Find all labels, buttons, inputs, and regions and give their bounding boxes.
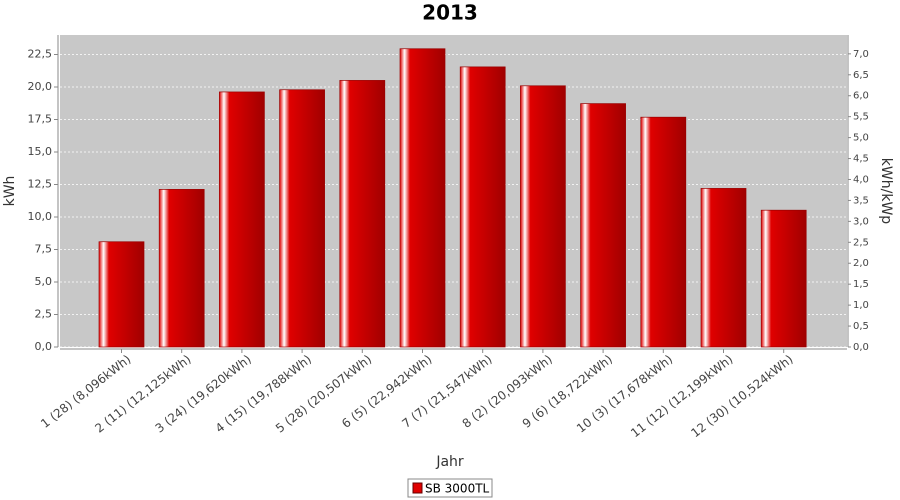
y-tick-label: 12,5 [28, 178, 53, 191]
x-tick-label: 12 (30) (10,524kWh) [688, 352, 795, 440]
bar [760, 209, 807, 348]
legend-box [407, 478, 493, 498]
legend-swatch [412, 482, 423, 494]
y-tick-label: 0,0 [35, 340, 53, 353]
y-axis-title: kWh [2, 176, 18, 207]
x-tick-label: 11 (12) (12,199kWh) [628, 352, 735, 440]
y-tick-label: 7,5 [35, 243, 53, 256]
y2-tick-label: 4,5 [853, 154, 869, 165]
y2-tick-label: 3,5 [853, 195, 869, 206]
bar [700, 188, 747, 348]
y2-axis-title: kWh/kWp [878, 158, 894, 224]
bar [279, 89, 325, 348]
y2-tick-label: 4,0 [853, 174, 869, 185]
bar [98, 241, 145, 348]
y2-tick-label: 6,5 [853, 70, 869, 81]
legend-label: SB 3000TL [425, 482, 490, 496]
y2-tick-label: 1,0 [853, 300, 869, 311]
bar [640, 116, 687, 348]
y2-tick-label: 3,0 [853, 216, 869, 227]
bar [158, 189, 205, 348]
y2-tick-label: 5,0 [853, 133, 869, 144]
bar [580, 103, 626, 348]
y2-tick-label: 2,5 [853, 237, 869, 248]
y2-tick-label: 1,5 [853, 279, 869, 290]
bar [219, 91, 265, 348]
y2-tick-label: 7,0 [853, 49, 869, 60]
bar [339, 80, 386, 348]
y2-tick-label: 6,0 [853, 91, 869, 102]
bar [520, 85, 566, 348]
y-tick-label: 17,5 [28, 113, 53, 126]
bar [399, 48, 446, 348]
x-axis-title: Jahr [435, 454, 464, 470]
y-tick-label: 20,0 [28, 80, 53, 93]
y-tick-label: 15,0 [28, 145, 53, 158]
bar [459, 66, 506, 348]
y-tick-label: 10,0 [28, 210, 53, 223]
y2-tick-label: 2,0 [853, 258, 869, 269]
y-tick-label: 2,5 [35, 308, 53, 321]
y-tick-label: 5,0 [35, 275, 53, 288]
y2-tick-label: 0,5 [853, 321, 869, 332]
y2-tick-label: 5,5 [853, 112, 869, 123]
y-tick-label: 22,5 [28, 48, 53, 61]
y2-tick-label: 0,0 [853, 342, 869, 353]
chart-title: 2013 [422, 1, 478, 25]
